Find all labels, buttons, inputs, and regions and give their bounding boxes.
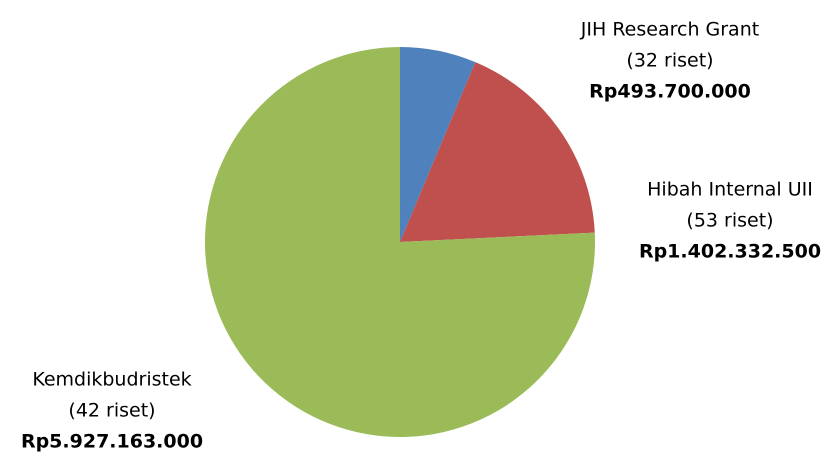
slice-sublabel: (32 riset) <box>626 50 713 72</box>
slice-value-label: Rp1.402.332.500 <box>639 241 821 263</box>
slice-sublabel: (53 riset) <box>686 210 773 232</box>
pie-slice <box>400 62 595 242</box>
pie-slice <box>400 47 476 242</box>
slice-label: Kemdikbudristek <box>32 369 191 391</box>
slice-sublabel: (42 riset) <box>68 400 155 422</box>
slice-label: JIH Research Grant <box>580 19 759 41</box>
slice-value-label: Rp5.927.163.000 <box>21 431 203 453</box>
slice-label: Hibah Internal UII <box>647 179 813 201</box>
slice-value-label: Rp493.700.000 <box>589 81 751 103</box>
pie-slice <box>205 47 596 438</box>
